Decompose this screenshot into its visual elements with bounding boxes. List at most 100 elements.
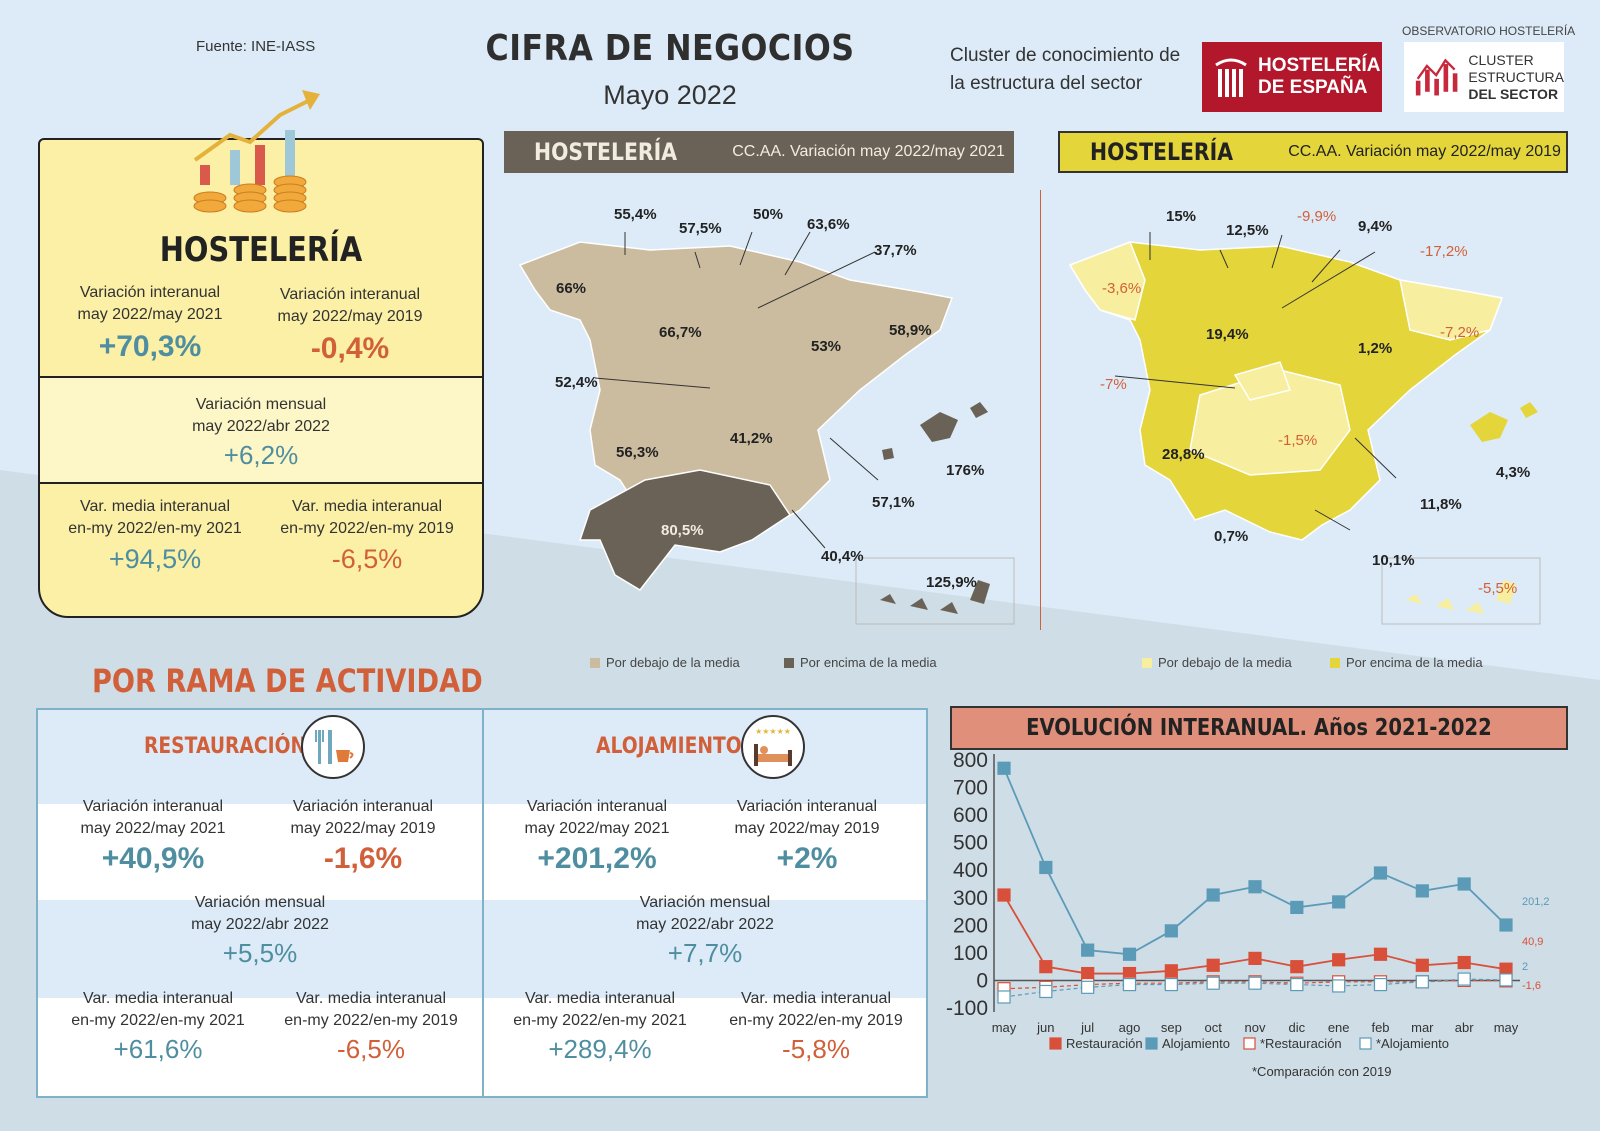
map-2021-label: 53% xyxy=(811,338,842,355)
aloj-mensual-label: Variación mensual may 2022/abr 2022 xyxy=(636,894,774,933)
x-tick-label: feb xyxy=(1371,1020,1389,1035)
x-tick-label: oct xyxy=(1204,1020,1222,1035)
media-2021-value: +94,5% xyxy=(108,544,202,574)
map-2019-label: 19,4% xyxy=(1206,326,1249,343)
data-point xyxy=(1081,980,1095,994)
canarias-inset xyxy=(855,557,1015,625)
legend-label: Restauración xyxy=(1066,1036,1143,1051)
map-2019-label: -1,5% xyxy=(1278,432,1318,449)
data-point xyxy=(997,888,1011,902)
map-2019-label: 12,5% xyxy=(1226,222,1269,239)
cluster-description: Cluster de conocimiento de la estructura… xyxy=(950,45,1181,94)
observatorio-label: OBSERVATORIO HOSTELERÍA xyxy=(1402,24,1576,38)
map-2019-label: -7% xyxy=(1100,376,1127,393)
end-label: 201,2 xyxy=(1522,896,1550,908)
var-2019-label: Variación interanual may 2022/may 2019 xyxy=(277,286,423,325)
map-region-castilla-mancha xyxy=(1189,369,1351,476)
hosteleria-espana-logo: HOSTELERÍA DE ESPAÑA xyxy=(1202,42,1382,112)
data-point xyxy=(1081,966,1095,981)
rest-media-2021-label: Var. media interanual en-my 2022/en-my 2… xyxy=(71,990,245,1029)
rest-var-2021-value: +40,9% xyxy=(101,842,205,875)
data-point xyxy=(1373,947,1388,961)
map-2021-label: 52,4% xyxy=(555,374,598,391)
rama-divider xyxy=(482,710,484,1096)
x-tick-label: jun xyxy=(1036,1020,1054,1035)
legend-label: *Alojamiento xyxy=(1376,1036,1449,1051)
svg-text:★★★★★: ★★★★★ xyxy=(755,727,791,736)
aloj-media-2021-value: +289,4% xyxy=(548,1034,652,1064)
mensual-value: +6,2% xyxy=(223,440,299,470)
mensual-band xyxy=(40,378,482,482)
map-2021-label: 66,7% xyxy=(659,324,702,341)
map-2021-legend-below: Por debajo de la media xyxy=(590,655,740,670)
data-point xyxy=(1457,972,1471,986)
aloj-var-2021-value: +201,2% xyxy=(537,842,657,875)
aloj-var-2019-label: Variación interanual may 2022/may 2019 xyxy=(734,798,880,837)
map-region-madrid xyxy=(1233,361,1291,401)
var-2021-label: Variación interanual may 2022/may 2021 xyxy=(77,284,223,323)
y-tick-label: 300 xyxy=(953,887,988,910)
var-2019-value: -0,4% xyxy=(310,332,390,365)
map-region-baleares-small xyxy=(882,448,894,460)
map-2021-label: 63,6% xyxy=(807,216,850,233)
y-tick-label: 400 xyxy=(953,859,988,882)
alojamiento-title: ALOJAMIENTO xyxy=(596,734,742,759)
data-point xyxy=(997,761,1011,775)
end-label: -1,6 xyxy=(1522,980,1541,992)
map-2019-label: 0,7% xyxy=(1214,528,1249,545)
evolution-line-chart: 800 700 600 500 400 300 200 100 0 -100 may jun jul ag… xyxy=(946,752,1550,1079)
legend-label: *Restauración xyxy=(1260,1036,1342,1051)
map-2021-label: 57,1% xyxy=(872,494,915,511)
y-tick-label: 600 xyxy=(953,804,988,827)
rest-mensual-label: Variación mensual may 2022/abr 2022 xyxy=(191,894,329,933)
data-point xyxy=(1248,880,1262,894)
map-region-baleares xyxy=(920,402,988,442)
map-2019-label: 28,8% xyxy=(1162,446,1205,463)
end-label: 2 xyxy=(1522,961,1528,973)
map-2021-label: 37,7% xyxy=(874,242,917,259)
y-tick-label: 200 xyxy=(953,914,988,937)
page-title: CIFRA DE NEGOCIOS xyxy=(485,28,855,69)
data-point xyxy=(1206,958,1220,972)
map-2019-label: -17,2% xyxy=(1420,243,1468,260)
map-2021-label: 50% xyxy=(753,206,784,223)
hosteleria-summary-card: HOSTELERÍA Variación interanual may 2022… xyxy=(38,90,484,618)
divider xyxy=(40,376,482,378)
data-point xyxy=(1415,975,1429,989)
data-point xyxy=(1290,977,1304,992)
x-tick-label: may xyxy=(1494,1020,1519,1035)
map-2021-label: 58,9% xyxy=(889,322,932,339)
data-point xyxy=(1122,977,1137,992)
data-point xyxy=(1206,976,1220,990)
data-point xyxy=(1415,958,1429,972)
series-line xyxy=(1003,767,1507,956)
data-point xyxy=(1332,895,1346,909)
map-2021-label: 56,3% xyxy=(616,444,659,461)
x-tick-label: sep xyxy=(1161,1020,1182,1035)
aloj-var-2019-value: +2% xyxy=(776,842,838,875)
x-tick-label: mar xyxy=(1411,1020,1434,1035)
candlestick-icon xyxy=(1415,58,1458,96)
x-tick-label: may xyxy=(992,1020,1017,1035)
aloj-media-2019-label: Var. media interanual en-my 2022/en-my 2… xyxy=(729,990,903,1029)
observatorio-logo: CLUSTER ESTRUCTURA DEL SECTOR xyxy=(1404,42,1564,112)
data-point xyxy=(1164,924,1178,938)
map-2019-label: -7,2% xyxy=(1440,324,1480,341)
aloj-mensual-value: +7,7% xyxy=(667,938,743,968)
data-point xyxy=(1457,955,1471,970)
map-2019-label: 1,2% xyxy=(1358,340,1393,357)
rest-var-2019-value: -1,6% xyxy=(323,842,403,875)
y-tick-label: 800 xyxy=(953,752,988,772)
map-2021-legend-above: Por encima de la media xyxy=(784,655,937,670)
data-point xyxy=(1457,877,1471,891)
map-region-cataluna xyxy=(1399,279,1504,341)
x-tick-label: ene xyxy=(1328,1020,1350,1035)
fork-coffee-icon xyxy=(301,715,365,779)
data-point xyxy=(1373,977,1388,992)
data-point xyxy=(1373,866,1388,880)
map-2019-label: 9,4% xyxy=(1358,218,1393,235)
map-region-canarias xyxy=(1406,580,1516,614)
aloj-media-2021-label: Var. media interanual en-my 2022/en-my 2… xyxy=(513,990,687,1029)
data-point xyxy=(1039,984,1053,999)
map-2019-label: 11,8% xyxy=(1420,496,1462,513)
